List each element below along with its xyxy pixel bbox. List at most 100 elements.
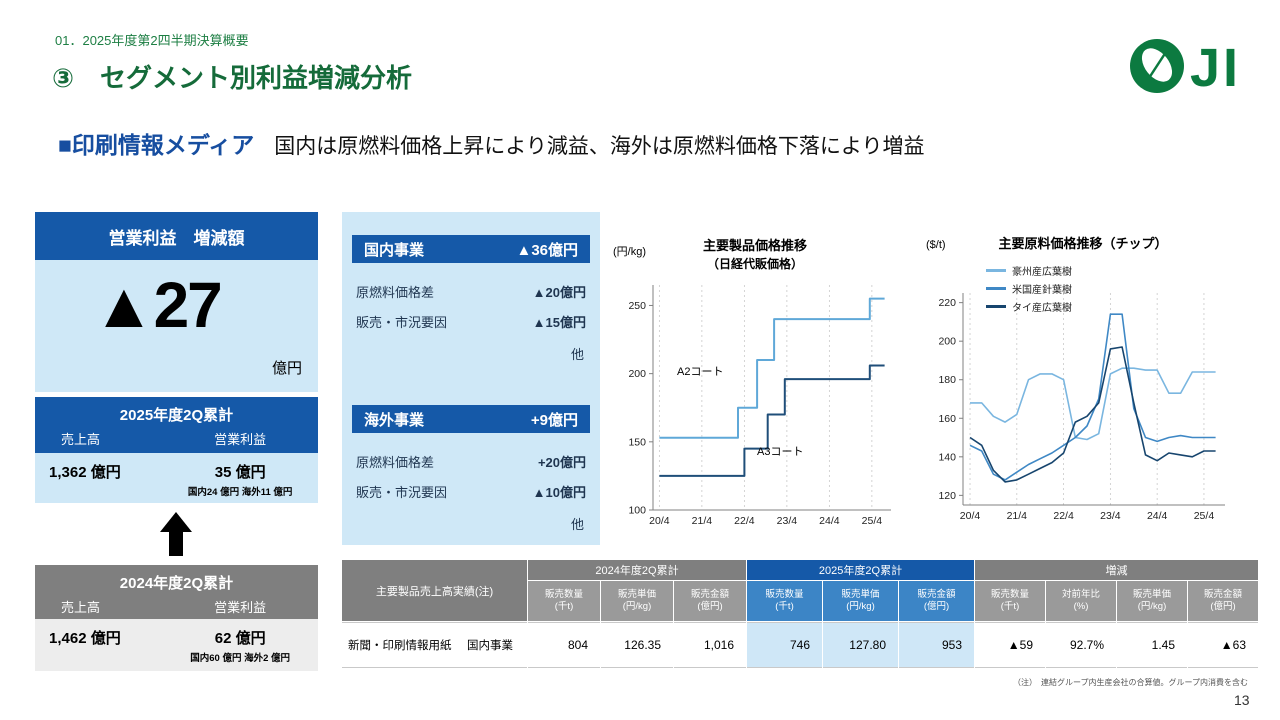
subheader-name: 販売金額 <box>690 588 729 600</box>
segment-summary: 国内は原燃料価格上昇により減益、海外は原燃料価格下落により増益 <box>274 135 925 158</box>
operating-profit-change-value: ▲27 <box>92 269 223 341</box>
svg-text:20/4: 20/4 <box>649 515 670 527</box>
subheader-name: 販売数量 <box>544 588 583 600</box>
svg-text:24/4: 24/4 <box>819 515 840 527</box>
svg-text:200: 200 <box>938 336 956 348</box>
svg-text:150: 150 <box>628 436 646 448</box>
svg-text:24/4: 24/4 <box>1147 510 1168 522</box>
page-number: 13 <box>1234 692 1250 708</box>
operating-profit-header: 営業利益 増減額 <box>35 212 318 260</box>
subheader-2024-price: 販売単価 (円/kg) <box>601 581 673 621</box>
cell-2025-price: 127.80 <box>823 622 898 668</box>
chart2-title: 主要原料価格推移（チップ） <box>998 236 1168 251</box>
fy2024-col-profit: 営業利益 <box>214 600 267 615</box>
breadcrumb: 01．2025年度第2四半期決算概要 <box>55 33 249 48</box>
subheader-2024-amount: 販売金額 (億円) <box>674 581 746 621</box>
fy2025-col-profit: 営業利益 <box>214 432 267 447</box>
logo-text: JI <box>1190 38 1241 98</box>
cell-delta-qty: ▲59 <box>975 622 1045 668</box>
legend-label-australia: 豪州産広葉樹 <box>1012 267 1072 278</box>
overseas-row-market: 販売・市況要因 ▲10億円 <box>356 482 586 501</box>
fy2024-profit: 62 億円 <box>214 630 266 647</box>
fy2024-col-sales: 売上高 <box>61 600 101 615</box>
svg-text:200: 200 <box>628 368 646 380</box>
chart1-subtitle: （日経代販価格） <box>706 257 803 271</box>
fy2024-breakdown: 国内60 億円 海外2 億円 <box>190 653 291 664</box>
chart1-ylabel: (円/kg) <box>613 246 646 258</box>
table-row-label: 新聞・印刷情報用紙 国内事業 <box>342 622 527 668</box>
chart2-ylabel: ($/t) <box>926 239 946 251</box>
subheader-unit: (千t) <box>1000 601 1020 612</box>
legend-item-australia: 豪州産広葉樹 <box>986 263 1072 278</box>
subheader-name: 販売金額 <box>917 588 956 600</box>
svg-text:23/4: 23/4 <box>777 515 798 527</box>
svg-text:140: 140 <box>938 451 956 463</box>
subheader-name: 販売数量 <box>990 588 1029 600</box>
cell-delta-amount: ▲63 <box>1188 622 1258 668</box>
domestic-market-label: 販売・市況要因 <box>356 315 448 330</box>
fy2025-sales: 1,362 億円 <box>49 464 121 481</box>
svg-text:120: 120 <box>938 490 956 502</box>
subheader-2024-qty: 販売数量 (千t) <box>528 581 600 621</box>
fy2024-header-block: 2024年度2Q累計 売上高 営業利益 <box>35 565 318 619</box>
chart1-annotation-a3: A3コート <box>757 446 804 458</box>
subheader-unit: (円/kg) <box>846 601 875 612</box>
overseas-market-label: 販売・市況要因 <box>356 485 448 500</box>
overseas-business-value: +9億円 <box>530 411 578 429</box>
subheader-delta-price: 販売単価 (円/kg) <box>1117 581 1187 621</box>
domestic-business-label: 国内事業 <box>364 241 425 259</box>
fy2025-col-sales: 売上高 <box>61 432 101 447</box>
domestic-business-value: ▲36億円 <box>516 241 578 259</box>
profit-bridge-panel: 国内事業 ▲36億円 原燃料価格差 ▲20億円 販売・市況要因 ▲15億円 他 … <box>342 212 600 545</box>
logo-leaf-vein <box>1147 51 1168 79</box>
subtitle-row: ■印刷情報メディア 国内は原燃料価格上昇により減益、海外は原燃料価格下落により増… <box>58 126 924 160</box>
legend-label-us: 米国産針葉樹 <box>1012 285 1072 296</box>
chart1-plot: 20/4 21/4 22/4 23/4 24/4 25/4 100 150 200 250 <box>628 285 891 527</box>
overseas-other: 他 <box>570 517 584 532</box>
table-row-header: 主要製品売上高実績(注) <box>342 560 527 621</box>
svg-text:180: 180 <box>938 374 956 386</box>
up-arrow-shaft <box>169 532 183 556</box>
subheader-2025-price: 販売単価 (円/kg) <box>823 581 898 621</box>
subheader-unit: (億円) <box>1210 601 1236 612</box>
subheader-name: 販売数量 <box>765 588 804 600</box>
chart1-title: 主要製品価格推移 <box>702 238 807 253</box>
subheader-delta-qty: 販売数量 (千t) <box>975 581 1045 621</box>
domestic-row-fuel: 原燃料価格差 ▲20億円 <box>356 282 586 301</box>
fy2025-breakdown: 国内24 億円 海外11 億円 <box>187 487 293 498</box>
legend-item-us: 米国産針葉樹 <box>986 281 1072 296</box>
chart2-plot: 20/4 21/4 22/4 23/4 24/4 25/4 120 140 160 180 200 2… <box>938 293 1225 522</box>
chart1-annotation-a2: A2コート <box>677 366 724 378</box>
subheader-unit: (千t) <box>775 601 794 612</box>
svg-text:22/4: 22/4 <box>1053 510 1074 522</box>
table-group-2024: 2024年度2Q累計 <box>528 560 746 580</box>
svg-text:21/4: 21/4 <box>1007 510 1028 522</box>
svg-text:21/4: 21/4 <box>692 515 713 527</box>
fy2025-values-block: 1,362 億円 35 億円 国内24 億円 海外11 億円 <box>35 453 318 503</box>
domestic-fuel-value: ▲20億円 <box>532 285 586 300</box>
svg-text:25/4: 25/4 <box>1194 510 1215 522</box>
subheader-delta-amount: 販売金額 (億円) <box>1188 581 1258 621</box>
up-arrow-head <box>160 512 192 532</box>
fy2024-sales: 1,462 億円 <box>49 630 121 647</box>
overseas-business-label: 海外事業 <box>364 411 425 429</box>
cell-2025-qty: 746 <box>747 622 822 668</box>
svg-text:22/4: 22/4 <box>734 515 755 527</box>
segment-name: ■印刷情報メディア <box>58 132 255 158</box>
table-group-delta: 増減 <box>975 560 1258 580</box>
cell-2024-amount: 1,016 <box>674 622 746 668</box>
overseas-market-value: ▲10億円 <box>532 485 586 500</box>
sales-results-table: 主要製品売上高実績(注) 2024年度2Q累計 2025年度2Q累計 増減 販売… <box>342 560 1258 668</box>
footnote: （注） 連結グループ内生産会社の合算値。グループ内消費を含む <box>1012 678 1248 687</box>
page-title: ③ セグメント別利益増減分析 <box>52 63 413 93</box>
svg-text:100: 100 <box>628 505 646 517</box>
chip-price-chart: ($/t) 主要原料価格推移（チップ） 20/4 21/4 22/4 23/4 24/4… <box>918 215 1248 545</box>
legend-swatch-australia <box>986 269 1006 272</box>
svg-text:160: 160 <box>938 413 956 425</box>
domestic-market-value: ▲15億円 <box>532 315 586 330</box>
domestic-fuel-label: 原燃料価格差 <box>356 285 435 300</box>
domestic-row-market: 販売・市況要因 ▲15億円 <box>356 312 586 331</box>
product-price-chart: (円/kg) 主要製品価格推移 （日経代販価格） 20/4 21/4 22/4 23/… <box>605 215 905 545</box>
subheader-name: 販売金額 <box>1203 588 1242 600</box>
